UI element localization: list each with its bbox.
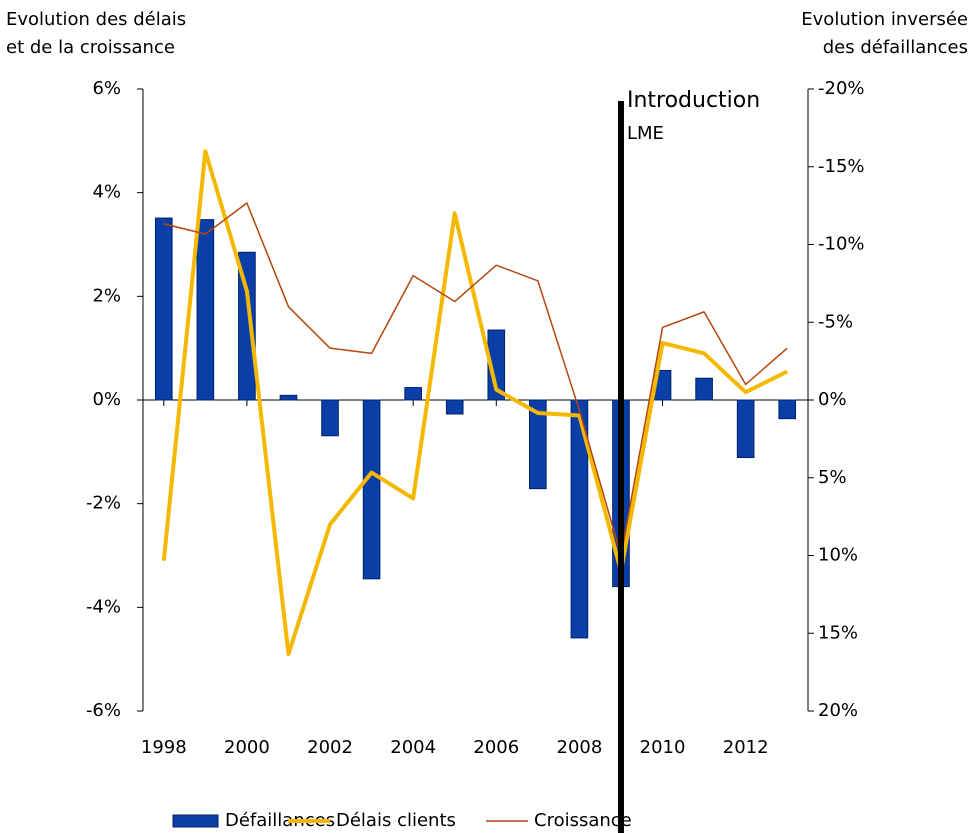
y-tick-label: 4% <box>92 182 121 203</box>
legend-label: Défaillances <box>225 810 335 831</box>
bar <box>362 399 381 580</box>
x-tick-label: 1998 <box>141 737 187 758</box>
annotation-text: Introduction <box>627 88 760 113</box>
bar <box>736 399 755 459</box>
y2-tick-label: -20% <box>818 78 865 99</box>
bar <box>279 394 298 401</box>
bar <box>570 399 589 639</box>
x-tick-label: 2002 <box>307 737 353 758</box>
y-axis-title: Evolution des délais <box>6 9 186 30</box>
legend-label: Délais clients <box>336 810 456 831</box>
bar <box>196 219 215 401</box>
y2-tick-label: -5% <box>818 311 853 332</box>
y-tick-label: -6% <box>86 700 121 721</box>
bar <box>695 377 713 401</box>
x-tick-label: 2010 <box>640 737 686 758</box>
y-axis-title: et de la croissance <box>6 37 175 58</box>
bar <box>445 399 464 415</box>
x-tick-label: 2000 <box>224 737 270 758</box>
x-tick-label: 2006 <box>473 737 519 758</box>
y2-axis-title: Evolution inversée <box>801 9 968 30</box>
y2-tick-label: -10% <box>818 234 865 255</box>
x-tick-label: 2008 <box>557 737 603 758</box>
y2-axis-title: des défaillances <box>823 37 968 58</box>
line <box>163 202 788 557</box>
bar <box>778 399 797 420</box>
bar <box>529 399 547 490</box>
x-tick-label: 2004 <box>390 737 436 758</box>
bar <box>404 387 422 401</box>
line <box>161 149 789 656</box>
bar <box>321 399 339 437</box>
y2-tick-label: 0% <box>818 389 847 410</box>
bar <box>238 251 256 401</box>
y-tick-label: 2% <box>92 285 121 306</box>
y2-tick-label: 10% <box>818 545 858 566</box>
legend-label: Croissance <box>534 810 632 831</box>
y-tick-label: -4% <box>86 596 121 617</box>
y-tick-label: 0% <box>92 389 121 410</box>
y-tick-label: 6% <box>92 78 121 99</box>
y-tick-label: -2% <box>86 493 121 514</box>
bar <box>487 329 506 401</box>
bar <box>154 217 173 401</box>
y2-tick-label: 15% <box>818 622 858 643</box>
y2-tick-label: -15% <box>818 156 865 177</box>
legend-swatch <box>172 814 219 828</box>
y2-tick-label: 20% <box>818 700 858 721</box>
x-tick-label: 2012 <box>723 737 769 758</box>
annotation-text: LME <box>627 123 664 144</box>
y2-tick-label: 5% <box>818 467 847 488</box>
